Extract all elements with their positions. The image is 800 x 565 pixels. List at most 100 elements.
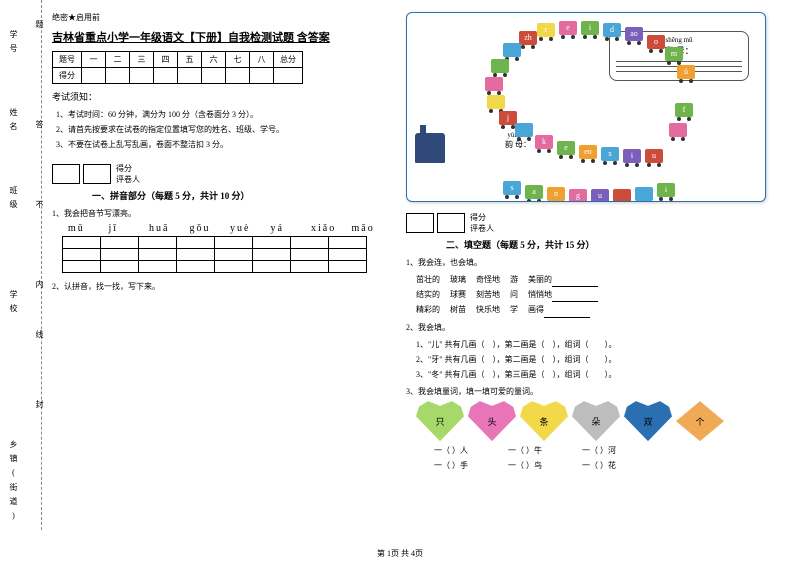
s2-q3: 3、我会填量词，填一填可爱的量词。 [406,386,772,397]
cell: 总分 [274,52,303,68]
cell: 四 [154,52,178,68]
train-car: u [645,149,663,163]
hearts-row: 只头条朵双 个 [416,401,772,441]
grader-row: 得分 评卷人 [52,163,394,185]
train-car: j [499,111,517,125]
cell: 三 [130,52,154,68]
heart-shape: 条 [520,401,568,441]
train-car: o [647,35,665,49]
heart-shape: 朵 [572,401,620,441]
train-car [669,123,687,137]
cell: 七 [226,52,250,68]
py: huā [149,223,185,234]
page-footer: 第 1页 共 4页 [0,548,800,559]
py: māo [352,223,388,234]
train-car: m [665,47,683,61]
train-car [613,189,631,202]
cut-1: 答 [34,120,45,128]
cell: 八 [250,52,274,68]
right-column: shēng mǔ 声 母： yùn mǔ 韵 母： reidaoomüzhjke… [402,12,772,471]
cell: 一 [82,52,106,68]
cut-5: 封 [34,400,45,408]
train-car: e [557,141,575,155]
notice-head: 考试须知： [52,90,394,103]
locomotive-icon [415,133,445,163]
train-car: i [581,21,599,35]
train-car: u [591,189,609,202]
cut-4: 线 [34,330,45,338]
train-car: zh [519,31,537,45]
grader-l1: 得分 [116,163,140,174]
train-car: f [675,103,693,117]
page-title: 吉林省重点小学一年级语文【下册】自我检测试题 含答案 [52,29,394,45]
pinyin-row: mǔ jī huā gǒu yuè yá xiǎo māo [68,223,394,234]
row: 精彩的 树苗 快乐地 学 画得 [416,302,772,317]
heart-shape: 只 [416,401,464,441]
train-car: r [537,23,555,37]
heart-shape: 双 [624,401,672,441]
count-row-2: 一（ ）手 一（ ）鸟 一（ ）花 [406,460,772,471]
vlabel-town: 乡镇(街道) [8,440,19,526]
py: yá [271,223,307,234]
vlabel-id: 学号 [8,30,19,58]
notice-item: 2、请首先按要求在试卷的指定位置填写您的姓名、班级、学号。 [56,122,394,137]
grader-box [437,213,465,233]
secret-label: 绝密★启用前 [52,12,394,23]
vlabel-school: 学校 [8,290,19,318]
train-car [515,123,533,137]
cell: 六 [202,52,226,68]
score-box [52,164,80,184]
notice-item: 3、不要在试卷上乱写乱画，卷面不整洁扣 3 分。 [56,137,394,152]
train-car: s [503,181,521,195]
train-car [487,95,505,109]
grader-box [83,164,111,184]
train-car: e [559,21,577,35]
score-box [406,213,434,233]
score-table: 题号 一 二 三 四 五 六 七 八 总分 得分 [52,51,303,84]
binding-sidebar: 学号 姓名 班级 学校 乡镇(街道) 题 答 不 内 线 封 [6,0,42,530]
cell: 二 [106,52,130,68]
py: yuè [230,223,266,234]
row: 结实的 球赛 刻苦地 问 悄悄地 [416,287,772,302]
notice-list: 1、考试时间：60 分钟，满分为 100 分（含卷面分 3 分）。 2、请首先按… [52,107,394,153]
q2: 2、认拼音，找一找，写下来。 [52,281,394,292]
q1: 1、我会把音节写漂亮。 [52,208,394,219]
section1-title: 一、拼音部分（每题 5 分，共计 10 分） [92,189,394,202]
py: mǔ [68,223,104,234]
cut-0: 题 [34,20,45,28]
connect-rows: 茁壮的 玻璃 奇怪地 游 美丽的 结实的 球赛 刻苦地 问 悄悄地 精彩的 树苗… [406,272,772,318]
grader-row-2: 得分 评卷人 [406,212,772,234]
four-line-grid [62,236,367,273]
train-car: i [657,183,675,197]
cut-2: 不 [34,200,45,208]
train-car: k [535,135,553,149]
train-car: ao [625,27,643,41]
cell: 得分 [53,68,82,84]
train-car: x [601,147,619,161]
notice-item: 1、考试时间：60 分钟，满分为 100 分（含卷面分 3 分）。 [56,107,394,122]
section2-title: 二、填空题（每题 5 分，共计 15 分） [446,238,772,251]
train-car [503,43,521,57]
train-car: i [623,149,641,163]
fill-item: 2、"牙" 共有几画（ ），第二画是（ ），组词（ ）。 [416,352,772,367]
cell: 题号 [53,52,82,68]
table-row: 题号 一 二 三 四 五 六 七 八 总分 [53,52,303,68]
s2-q2: 2、我会填。 [406,322,772,333]
cut-3: 内 [34,280,45,288]
train-illustration: shēng mǔ 声 母： yùn mǔ 韵 母： reidaoomüzhjke… [406,12,766,202]
py: xiǎo [311,223,347,234]
train-car [491,59,509,73]
grader-l2: 评卷人 [116,174,140,185]
fill-item: 1、"儿" 共有几画（ ），第二画是（ ），组词（ ）。 [416,337,772,352]
cell: 五 [178,52,202,68]
train-car: en [579,145,597,159]
train-car: d [603,23,621,37]
train-car: g [569,189,587,202]
heart-shape: 头 [468,401,516,441]
left-column: 绝密★启用前 吉林省重点小学一年级语文【下册】自我检测试题 含答案 题号 一 二… [52,12,402,471]
train-car: a [525,185,543,199]
py: gǒu [190,223,226,234]
vlabel-class: 班级 [8,186,19,214]
fill-item: 3、"冬" 共有几画（ ），第三画是（ ），组词（ ）。 [416,367,772,382]
s2-q1: 1、我会连，也会填。 [406,257,772,268]
